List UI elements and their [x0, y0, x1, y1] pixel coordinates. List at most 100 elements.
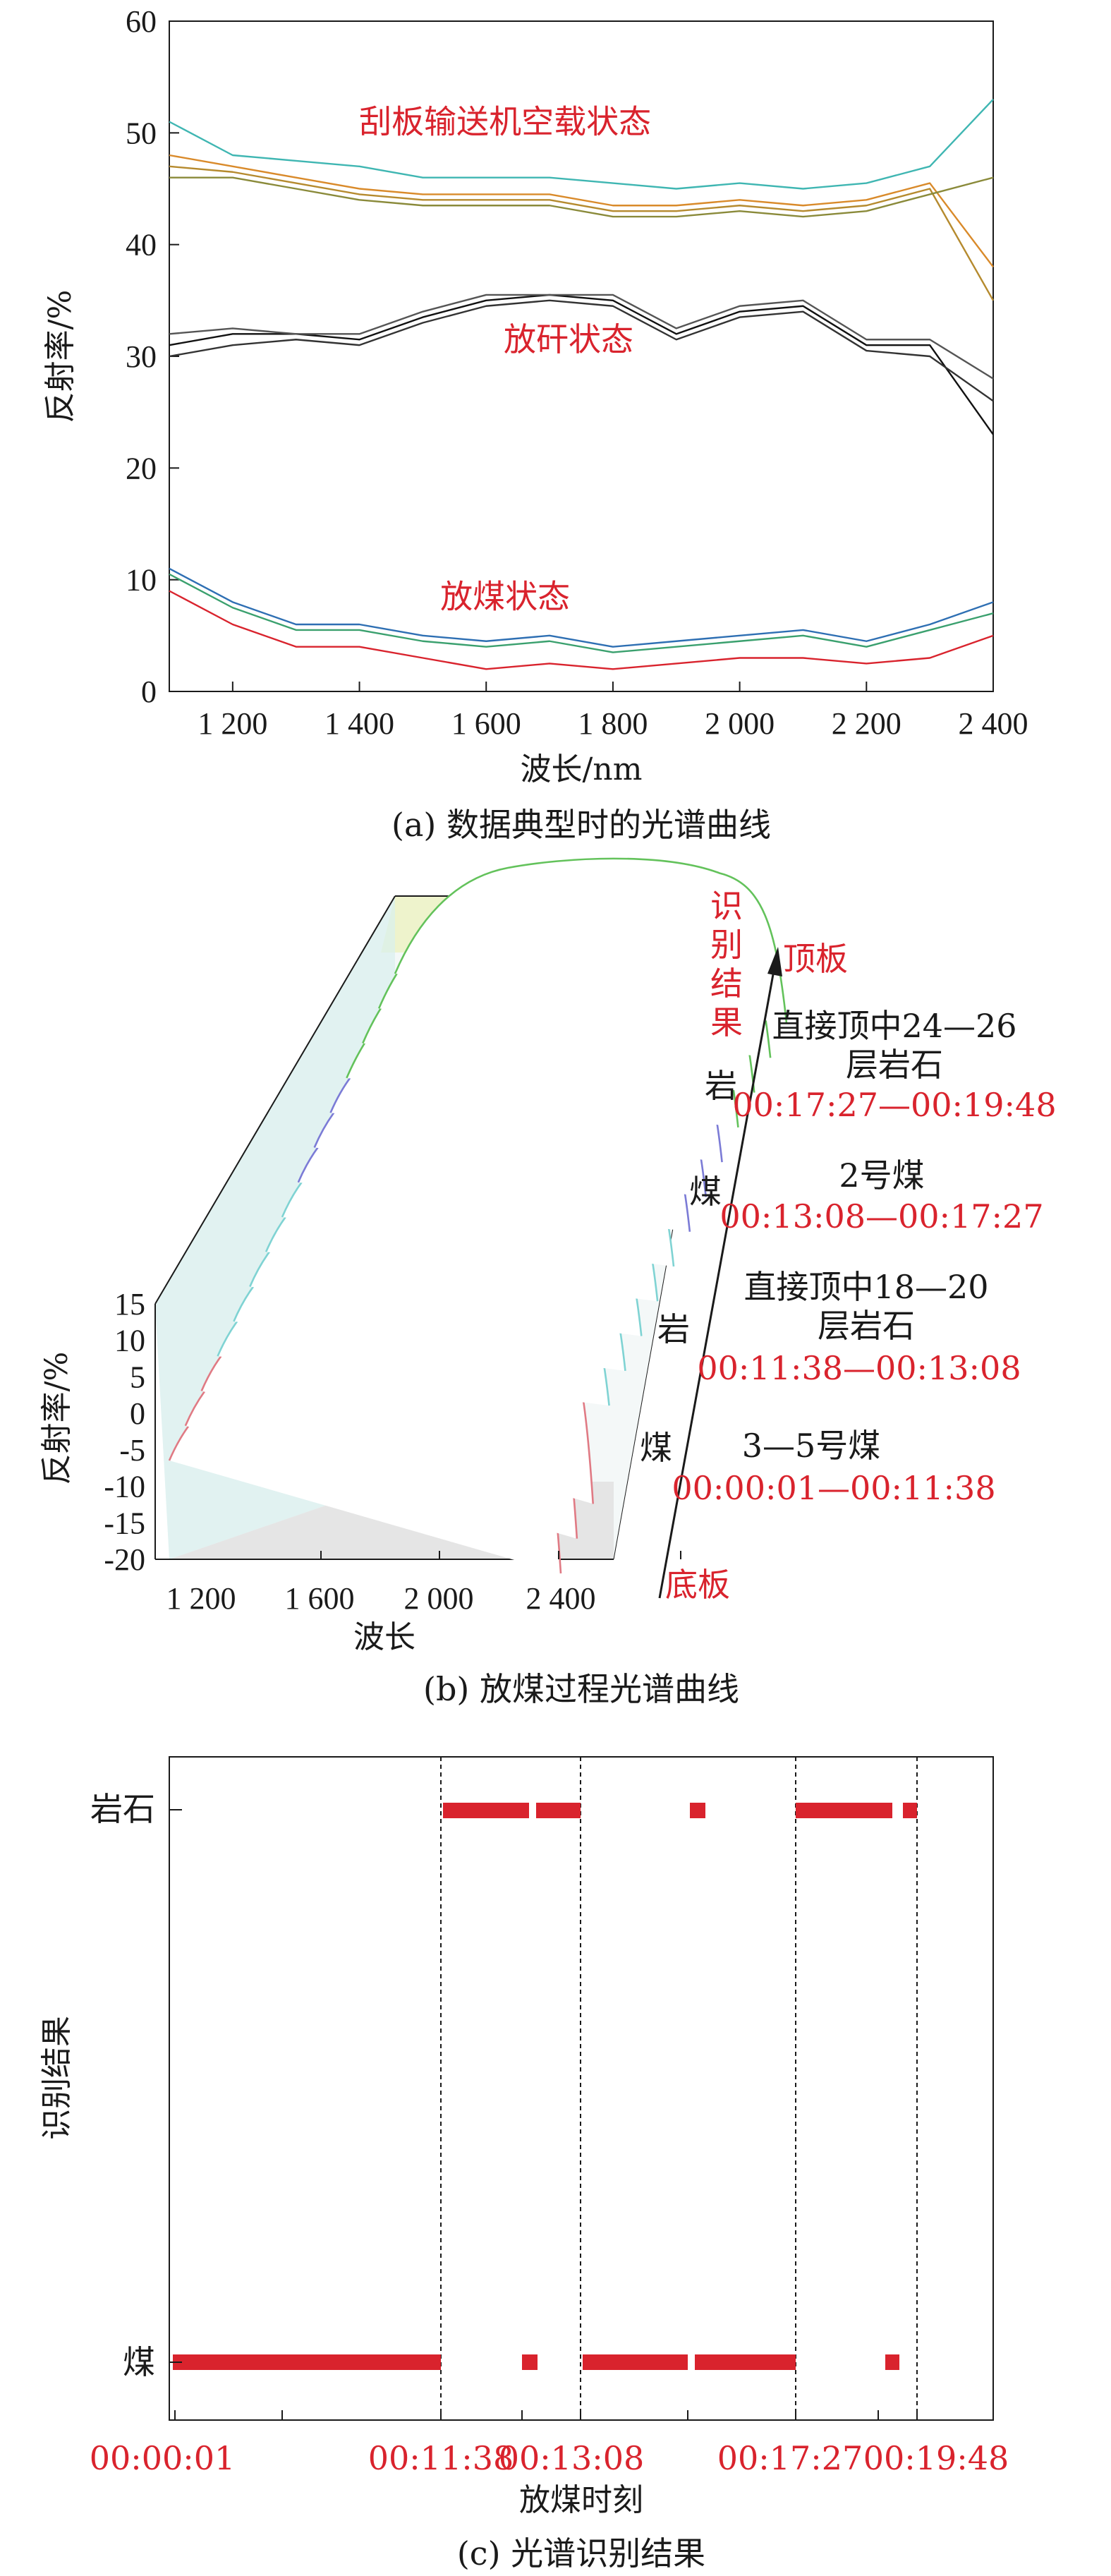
panel-a-xtick-label: 1 600 [451, 706, 521, 741]
panel-a-series-coal [169, 590, 994, 670]
panel-a-series-coal [169, 567, 994, 648]
panel-a-ytick-label: 0 [141, 675, 157, 709]
panel-b-xtick-label: 1 200 [166, 1581, 236, 1616]
panel-c-result-bar-rock [903, 1803, 917, 1818]
panel-c-ytick-label-coal: 煤 [123, 2343, 155, 2381]
panel-a-xtick-label: 2 000 [705, 706, 775, 741]
panel-c-xtick-label: 00:11:38 [368, 2439, 514, 2477]
panel-b-layer1-time: 00:00:01—00:11:38 [672, 1469, 995, 1507]
panel-b-y-axis-title: 反射率/% [39, 1352, 75, 1485]
panel-b-layer3-name: 2号煤 [839, 1156, 924, 1195]
panel-b-arrow-top-label: 顶板 [783, 940, 848, 978]
panel-c-result-bar-coal [695, 2354, 796, 2370]
panel-b-edge-left [154, 895, 396, 1305]
panel-c-y-axis-title: 识别结果 [39, 2016, 75, 2140]
panel-c-caption: (c) 光谱识别结果 [457, 2534, 705, 2572]
panel-b-ytick-label: 0 [130, 1396, 145, 1431]
panel-b-layer2-name-1: 直接顶中18—20 [743, 1268, 988, 1306]
panel-a-series-coal [169, 573, 994, 653]
panel-a-x-axis-title: 波长/nm [521, 751, 643, 787]
panel-a-y-axis-title: 反射率/% [42, 290, 78, 423]
panel-b-xtick-label: 1 600 [285, 1581, 355, 1616]
panel-c-xtick-label: 00:00:01 [90, 2439, 236, 2477]
panel-a-ytick-label: 30 [126, 339, 157, 374]
panel-a-chart: 0 10 20 30 40 50 60 1 200 1 400 1 600 1 800 2 000 2… [42, 4, 1028, 844]
panel-c-result-bar-coal [583, 2354, 688, 2370]
panel-b-ytick-label: 15 [114, 1287, 145, 1322]
panel-a-ytick-label: 50 [126, 116, 157, 150]
panel-a-xtick-label: 2 400 [959, 706, 1028, 741]
panel-b-ytick-label: 10 [114, 1324, 145, 1358]
panel-c-frame [169, 1756, 994, 2421]
panel-c-result-bar-rock [796, 1803, 892, 1818]
panel-b-side-label-2: 别 [710, 926, 743, 964]
panel-a-series-scraper-empty [169, 99, 994, 190]
panel-c-ytick-label-rock: 岩石 [90, 1790, 155, 1828]
panel-c-result-bar-rock [443, 1803, 529, 1818]
panel-b-curves [168, 857, 788, 1574]
panel-b-ytick-label: -15 [104, 1506, 145, 1540]
panel-b-ytick-label: 5 [130, 1360, 145, 1394]
panel-a-series-gangue [169, 299, 994, 402]
panel-b-layer4-name-1: 直接顶中24—26 [772, 1007, 1016, 1045]
panel-a-y-ticks: 0 10 20 30 40 50 60 [126, 4, 179, 709]
panel-a-ytick-label: 40 [126, 228, 157, 262]
panel-a-xtick-label: 1 200 [198, 706, 267, 741]
panel-c-result-bar-coal [173, 2354, 441, 2370]
panel-b-xtick-label: 2 000 [404, 1581, 474, 1616]
panel-b-x-axis-title: 波长 [353, 1619, 415, 1655]
panel-b-layer1-name: 3—5号煤 [742, 1427, 881, 1465]
panel-a-annotation: 放煤状态 [440, 577, 570, 615]
panel-a-xtick-label: 2 200 [832, 706, 901, 741]
panel-a-ytick-label: 60 [126, 4, 157, 39]
panel-a-annotation: 刮板输送机空载状态 [359, 102, 651, 140]
panel-b-arrow-bottom-label: 底板 [665, 1566, 730, 1604]
panel-b-side-label-1: 识 [710, 887, 743, 925]
panel-b-caption: (b) 放煤过程光谱曲线 [423, 1670, 739, 1708]
panel-c-result-bar-coal [885, 2354, 899, 2370]
panel-b-xtick-label: 2 400 [526, 1581, 596, 1616]
panel-c-xtick-label: 00:17:27 [717, 2439, 863, 2477]
panel-a-series-scraper-empty [169, 165, 995, 301]
panel-b-ytick-label: -20 [104, 1542, 145, 1577]
panel-a-ytick-label: 20 [126, 451, 157, 485]
panel-c-xtick-label: 00:13:08 [499, 2439, 645, 2477]
panel-a-series-gangue [169, 294, 994, 380]
panel-b-result-coal-2: 煤 [689, 1173, 722, 1211]
panel-c-xtick-label: 00:19:48 [863, 2439, 1009, 2477]
panel-b-layer2-time: 00:11:38—00:13:08 [697, 1349, 1021, 1387]
panel-a-x-ticks: 1 200 1 400 1 600 1 800 2 000 2 200 2 400 [198, 682, 1028, 741]
panel-b-ytick-label: -5 [119, 1433, 145, 1468]
panel-b-layer3-time: 00:13:08—00:17:27 [720, 1197, 1043, 1235]
panel-c-result-bars [173, 1803, 917, 2370]
panel-b-result-coal-1: 煤 [640, 1429, 672, 1467]
panel-a-series-scraper-empty [169, 176, 994, 218]
panel-b-ytick-label: -10 [104, 1470, 145, 1504]
panel-a-series-scraper-empty [169, 154, 994, 268]
panel-b-layer4-time: 00:17:27—00:19:48 [732, 1086, 1056, 1124]
panel-a-ytick-label: 10 [126, 563, 157, 598]
panel-b-x-ticks: 1 200 1 600 2 000 2 400 [166, 1551, 681, 1616]
panel-c-result-bar-rock [536, 1803, 581, 1818]
panel-b-arrow-line [658, 966, 776, 1599]
panel-b-layer2-name-2: 层岩石 [818, 1307, 915, 1345]
panel-b-result-rock-top: 岩 [705, 1067, 737, 1105]
panel-a-series-gangue [169, 294, 994, 435]
panel-b-side-label-3: 结 [710, 965, 743, 1003]
panel-a-series-lines [169, 99, 995, 670]
panel-b-spectrum-curve [394, 857, 788, 1024]
panel-b-side-label-4: 果 [710, 1003, 743, 1041]
panel-a-xtick-label: 1 800 [578, 706, 648, 741]
panel-c-x-axis-title: 放煤时刻 [519, 2482, 643, 2518]
panel-c-divider-lines [440, 1757, 918, 2420]
panel-b-layer4-name-2: 层岩石 [846, 1046, 943, 1084]
panel-a-caption: (a) 数据典型时的光谱曲线 [391, 806, 771, 844]
panel-b-arrow-head [767, 947, 782, 976]
